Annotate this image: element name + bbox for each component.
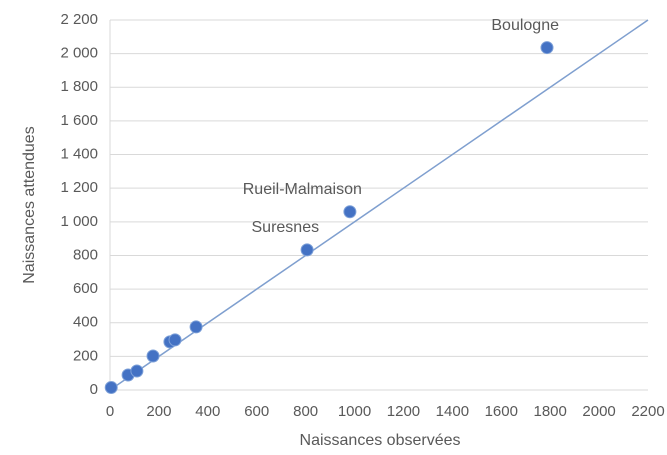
x-axis-label: Naissances observées: [300, 432, 461, 449]
x-tick-label: 1600: [485, 403, 518, 420]
x-tick-label: 800: [293, 403, 318, 420]
point: [130, 364, 144, 378]
point: [343, 205, 357, 219]
x-tick-label: 0: [106, 403, 114, 420]
x-tick-label: 2000: [582, 403, 615, 420]
y-tick-label: 400: [73, 314, 98, 331]
y-tick-label: 2 200: [60, 11, 98, 28]
point: [104, 380, 118, 394]
y-tick-label: 1 800: [60, 78, 98, 95]
x-tick-label: 1800: [533, 403, 566, 420]
point: [300, 243, 314, 257]
point-label: Suresnes: [252, 219, 320, 236]
y-tick-label: 800: [73, 246, 98, 263]
point: [168, 333, 182, 347]
y-tick-label: 600: [73, 280, 98, 297]
y-axis-label: Naissances attendues: [21, 126, 38, 283]
y-tick-label: 200: [73, 347, 98, 364]
y-tick-label: 1 600: [60, 112, 98, 129]
y-tick-label: 0: [90, 381, 98, 398]
x-tick-label: 1400: [436, 403, 469, 420]
y-tick-label: 2 000: [60, 45, 98, 62]
x-tick-label: 200: [146, 403, 171, 420]
point: [540, 41, 554, 55]
point-label: Rueil-Malmaison: [243, 181, 362, 198]
point-label: Boulogne: [491, 17, 559, 34]
diagonal-line: [109, 19, 649, 391]
y-tick-label: 1 400: [60, 146, 98, 163]
x-tick-label: 600: [244, 403, 269, 420]
x-tick-label: 400: [195, 403, 220, 420]
x-tick-label: 1000: [338, 403, 371, 420]
x-tick-label: 1200: [387, 403, 420, 420]
point: [189, 320, 203, 334]
x-tick-label: 2200: [631, 403, 664, 420]
y-tick-label: 1 000: [60, 213, 98, 230]
y-tick-label: 1 200: [60, 179, 98, 196]
point: [146, 349, 160, 363]
